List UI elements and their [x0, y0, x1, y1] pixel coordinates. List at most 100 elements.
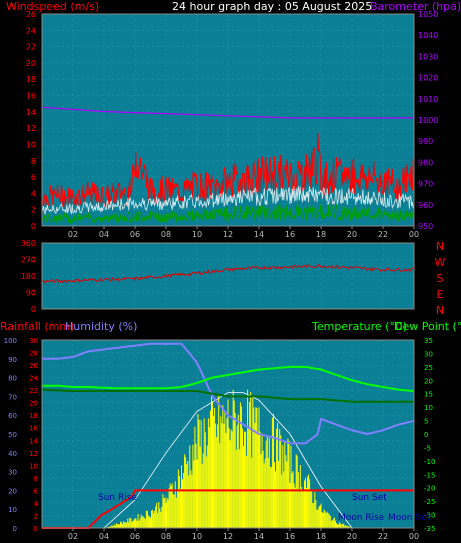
barometer-tick-label: 1020: [418, 74, 438, 83]
rainfall-tick-label: 24: [29, 375, 38, 383]
humidity-series: [42, 342, 415, 445]
direction-tick-label: 180: [21, 272, 36, 281]
rainfall-tick-label: 4: [34, 500, 39, 508]
rainfall-tick-label: 22: [29, 387, 38, 395]
windspeed-tick-label: 0: [31, 222, 36, 231]
windspeed-tick-label: 18: [26, 75, 36, 84]
temperature-tick-label: -20: [424, 485, 435, 493]
rainfall-tick-label: 0: [34, 525, 38, 533]
temperature-title: Temperature (°C): [311, 320, 407, 333]
rainfall-title: Rainfall (mm): [0, 320, 74, 333]
humidity-tick-label: 70: [8, 393, 17, 401]
sun-set-label: Sun Set: [352, 493, 387, 503]
temperature-tick-label: 15: [424, 391, 433, 399]
compass-letter: N: [436, 304, 444, 317]
windspeed-tick-label: 16: [26, 92, 36, 101]
windspeed-tick-label: 10: [26, 140, 36, 149]
temperature-series: [42, 365, 415, 392]
compass-letter: S: [437, 272, 444, 285]
humidity-tick-label: 0: [13, 525, 17, 533]
header-labels: Windspeed (m/s) 24 hour graph day : 05 A…: [0, 0, 461, 523]
windspeed-tick-label: 26: [26, 10, 36, 19]
temperature-tick-label: 35: [424, 337, 433, 345]
barometer-tick-label: 950: [418, 222, 433, 231]
x-tick-label: 04: [99, 230, 109, 239]
barometer-tick-label: 1040: [418, 31, 438, 40]
wind-baro-panel: 0246810121416182022242695096097098099010…: [26, 10, 439, 239]
humidity-tick-label: 80: [8, 375, 17, 383]
temperature-tick-label: 5: [424, 418, 428, 426]
direction-tick-label: 270: [21, 256, 36, 265]
temperature-tick-label: 20: [424, 377, 433, 385]
humidity-tick-label: 20: [8, 487, 17, 495]
temperature-tick-label: -10: [424, 458, 435, 466]
x-tick-label: 14: [254, 230, 264, 239]
temp-humidity-rain-panel: 0246810121416182022242628300102030405060…: [4, 337, 436, 541]
x-tick-label: 14: [254, 532, 264, 541]
x-tick-label: 02: [68, 532, 78, 541]
humidity-tick-label: 10: [8, 506, 17, 514]
compass-letter: N: [436, 240, 444, 253]
direction-tick-label: 0: [31, 305, 36, 314]
windspeed-tick-label: 4: [31, 189, 36, 198]
windspeed-tick-label: 8: [31, 157, 36, 166]
rainfall-tick-label: 6: [34, 487, 39, 495]
x-tick-label: 08: [161, 230, 171, 239]
barometer-title: Barometer (hpa): [370, 0, 461, 13]
x-tick-label: 08: [161, 532, 171, 541]
barometer-tick-label: 1000: [418, 116, 438, 125]
barometer-tick-label: 1010: [418, 95, 438, 104]
dewpoint-title: Dew Point (°C): [394, 320, 461, 333]
x-tick-label: 00: [409, 532, 419, 541]
compass-letter: W: [435, 256, 446, 269]
plot-frame: [41, 242, 415, 310]
rainfall-tick-label: 20: [29, 400, 38, 408]
barometer-tick-label: 970: [418, 180, 433, 189]
temperature-tick-label: 10: [424, 404, 433, 412]
temperature-tick-label: -15: [424, 471, 435, 479]
dewpoint-series: [41, 388, 414, 403]
x-tick-label: 06: [130, 230, 140, 239]
rainfall-tick-label: 8: [34, 475, 38, 483]
sun-rise-label: Sun Rise: [98, 493, 137, 503]
temperature-tick-label: -35: [424, 525, 435, 533]
windspeed-tick-label: 12: [26, 124, 36, 133]
rainfall-tick-label: 14: [29, 437, 38, 445]
rainfall-series: [42, 489, 414, 529]
moon-set-label: Moon Set: [388, 513, 431, 523]
solar-max-series: [103, 392, 353, 529]
windspeed-tick-label: 6: [31, 173, 36, 182]
rainfall-tick-label: 30: [29, 337, 38, 345]
windspeed-tick-label: 20: [26, 59, 36, 68]
x-tick-label: 02: [68, 230, 78, 239]
chart-title: 24 hour graph day : 05 August 2025: [172, 0, 372, 13]
humidity-tick-label: 100: [4, 337, 17, 345]
wind-average-series: [41, 186, 415, 216]
barometer-tick-label: 990: [418, 137, 433, 146]
temperature-tick-label: 25: [424, 364, 433, 372]
barometer-tick-label: 980: [418, 158, 433, 167]
compass-letter: E: [437, 288, 444, 301]
x-tick-label: 18: [316, 230, 326, 239]
rainfall-tick-label: 18: [29, 412, 38, 420]
barometer-tick-label: 1030: [418, 52, 438, 61]
windspeed-tick-label: 14: [26, 108, 36, 117]
rainfall-tick-label: 26: [29, 362, 38, 370]
x-tick-label: 16: [285, 532, 295, 541]
humidity-tick-label: 40: [8, 450, 17, 458]
x-tick-label: 22: [378, 532, 388, 541]
x-tick-label: 16: [285, 230, 295, 239]
x-tick-label: 20: [347, 532, 357, 541]
barometer-tick-label: 1050: [418, 10, 438, 19]
rainfall-tick-label: 12: [29, 450, 38, 458]
x-tick-label: 18: [316, 532, 326, 541]
windspeed-tick-label: 2: [31, 206, 36, 215]
x-tick-label: 06: [130, 532, 140, 541]
barometer-tick-label: 960: [418, 201, 433, 210]
moon-rise-label: Moon Rise: [338, 513, 385, 523]
wind-direction-series: [41, 264, 415, 284]
rainfall-tick-label: 28: [29, 350, 38, 358]
